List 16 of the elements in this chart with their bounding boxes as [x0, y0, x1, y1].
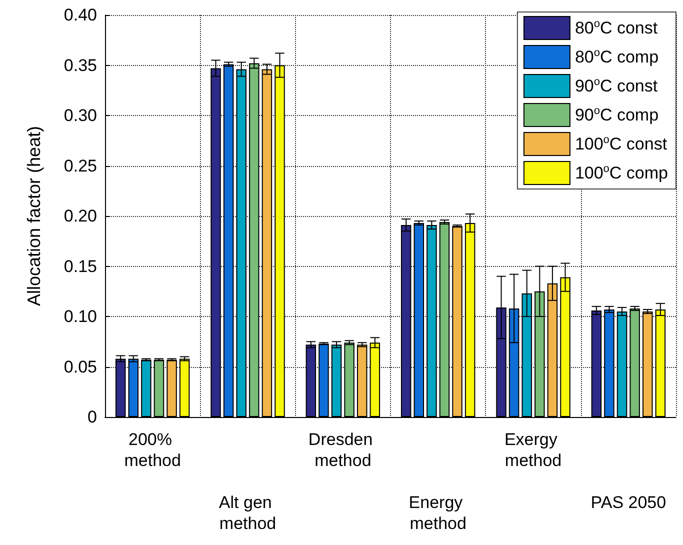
- y-tick-label: 0: [88, 408, 97, 426]
- x-tick-label: Exergy method: [504, 430, 562, 470]
- y-tick-label: 0.15: [64, 256, 97, 276]
- x-tick-label: Energy method: [408, 493, 468, 533]
- y-tick-label: 0.30: [64, 106, 97, 125]
- x-tick-label: Alt gen method: [218, 493, 277, 533]
- y-tick-label: 0.10: [64, 307, 97, 326]
- y-tick-label: 0.40: [64, 6, 97, 24]
- y-axis-title: Allocation factor (heat): [24, 126, 44, 306]
- x-tick-label: PAS 2050: [590, 493, 666, 512]
- x-tick-label: 200% method: [124, 430, 181, 470]
- y-tick-label: 0.05: [64, 357, 97, 376]
- y-tick-label: 0.25: [64, 156, 97, 176]
- x-tick-label: Dresden method: [308, 430, 378, 470]
- y-tick-label: 0.20: [64, 206, 97, 226]
- y-tick-label: 0.35: [64, 56, 97, 75]
